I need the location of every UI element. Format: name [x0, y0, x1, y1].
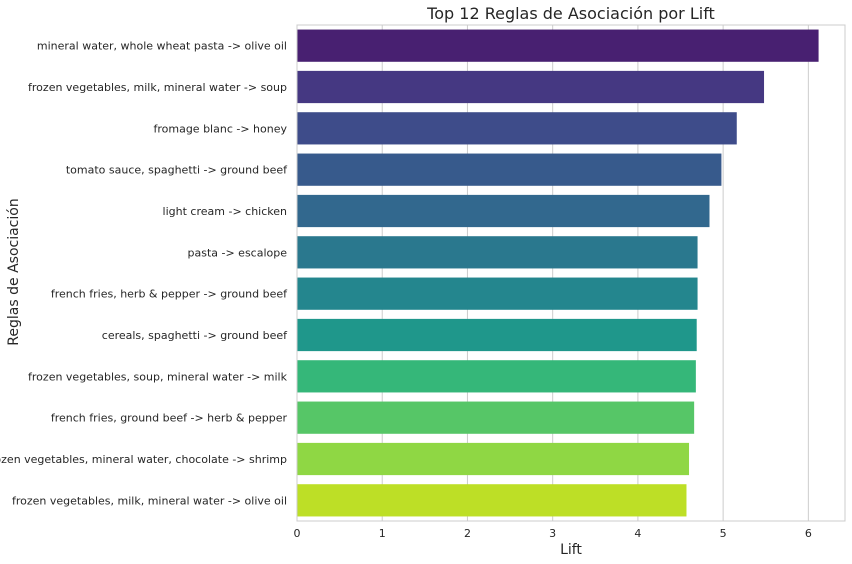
x-tick-label: 6 — [805, 527, 812, 540]
chart-title: Top 12 Reglas de Asociación por Lift — [426, 4, 715, 23]
bar — [297, 70, 765, 104]
bar — [297, 153, 722, 186]
bar — [297, 401, 695, 434]
category-label: frozen vegetables, soup, mineral water -… — [28, 370, 288, 383]
x-tick-label: 0 — [294, 527, 301, 540]
bar — [297, 112, 737, 145]
category-label: fromage blanc -> honey — [153, 122, 287, 135]
category-label: frozen vegetables, mineral water, chocol… — [0, 453, 287, 466]
x-tick-label: 3 — [549, 527, 556, 540]
gridlines — [296, 25, 809, 521]
plot-frame — [296, 24, 846, 522]
x-tick-label: 1 — [379, 527, 386, 540]
x-tick-label: 4 — [634, 527, 641, 540]
category-labels: mineral water, whole wheat pasta -> oliv… — [0, 40, 288, 508]
category-label: pasta -> escalope — [187, 246, 287, 259]
x-tick-labels: 0 1 2 3 4 5 6 — [294, 527, 812, 540]
y-axis-title: Reglas de Asociación — [6, 198, 22, 345]
category-label: frozen vegetables, milk, mineral water -… — [28, 81, 287, 94]
x-tick-label: 2 — [464, 527, 471, 540]
category-label: french fries, herb & pepper -> ground be… — [51, 288, 288, 301]
category-label: mineral water, whole wheat pasta -> oliv… — [37, 40, 287, 53]
x-tick-label: 5 — [720, 527, 727, 540]
category-label: light cream -> chicken — [163, 205, 287, 218]
bar — [297, 484, 687, 517]
x-axis-title: Lift — [560, 542, 582, 558]
bar — [297, 318, 697, 352]
bar — [297, 277, 698, 310]
category-label: french fries, ground beef -> herb & pepp… — [51, 412, 288, 425]
bar — [297, 194, 710, 228]
bar — [297, 29, 819, 62]
bars — [297, 29, 819, 517]
bar — [297, 442, 690, 476]
category-label: cereals, spaghetti -> ground beef — [102, 329, 288, 342]
category-label: tomato sauce, spaghetti -> ground beef — [66, 164, 288, 177]
bar — [297, 360, 696, 393]
category-label: frozen vegetables, milk, mineral water -… — [12, 494, 287, 507]
bar — [297, 236, 698, 269]
